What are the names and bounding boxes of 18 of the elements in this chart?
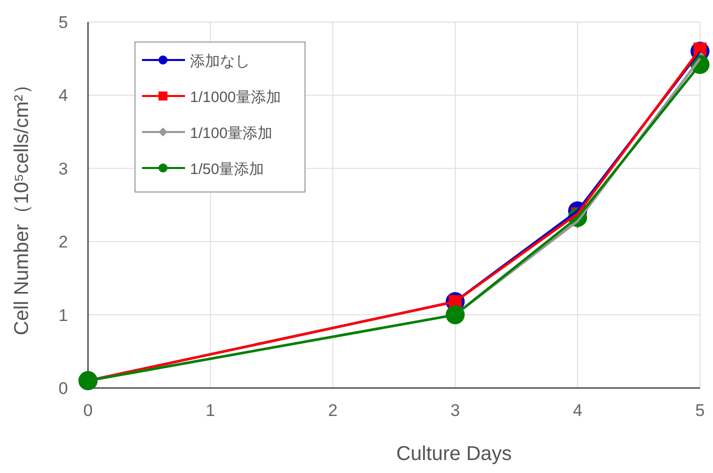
y-tick-label: 1	[58, 306, 68, 325]
y-tick-label: 5	[58, 13, 68, 32]
legend-label: 添加なし	[190, 53, 250, 70]
y-tick-label: 2	[58, 232, 68, 252]
y-tick-label: 3	[58, 159, 68, 178]
x-tick-label: 1	[206, 401, 216, 420]
y-axis-title: Cell Number（10⁵cells/cm²）	[11, 74, 33, 336]
x-tick-label: 3	[450, 401, 460, 420]
x-axis-title: Culture Days	[396, 443, 512, 465]
x-tick-label: 0	[83, 401, 93, 420]
x-tick-label: 5	[695, 401, 705, 420]
y-tick-label: 4	[58, 86, 68, 106]
legend-label: 1/100量添加	[190, 125, 273, 142]
legend-label: 1/1000量添加	[190, 89, 281, 106]
legend-label: 1/50量添加	[190, 161, 264, 178]
x-tick-label: 4	[572, 401, 582, 420]
y-tick-label: 0	[58, 379, 68, 398]
x-tick-label: 2	[328, 401, 338, 420]
